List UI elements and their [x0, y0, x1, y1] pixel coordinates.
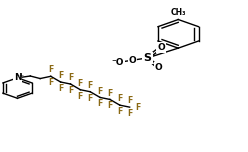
Text: +: +: [18, 73, 24, 78]
Text: F: F: [107, 101, 113, 110]
Text: F: F: [88, 81, 93, 90]
Text: F: F: [117, 107, 123, 116]
Text: F: F: [78, 79, 83, 88]
Text: F: F: [68, 73, 73, 82]
Text: ⁻O: ⁻O: [112, 58, 124, 67]
Text: O: O: [157, 43, 165, 52]
Text: S: S: [143, 53, 152, 63]
Text: F: F: [107, 89, 113, 98]
Text: CH₃: CH₃: [171, 8, 186, 17]
Text: F: F: [97, 99, 103, 108]
Text: F: F: [127, 109, 132, 118]
Text: F: F: [97, 87, 103, 96]
Text: F: F: [78, 92, 83, 101]
Text: F: F: [58, 71, 63, 80]
Text: F: F: [48, 78, 53, 87]
Text: N: N: [14, 73, 21, 82]
Text: F: F: [127, 96, 132, 105]
Text: O: O: [155, 63, 162, 72]
Text: F: F: [88, 93, 93, 103]
Text: O: O: [129, 56, 136, 65]
Text: F: F: [135, 103, 140, 112]
Text: F: F: [117, 94, 123, 103]
Text: F: F: [48, 66, 53, 74]
Text: F: F: [58, 84, 63, 93]
Text: F: F: [68, 86, 73, 95]
